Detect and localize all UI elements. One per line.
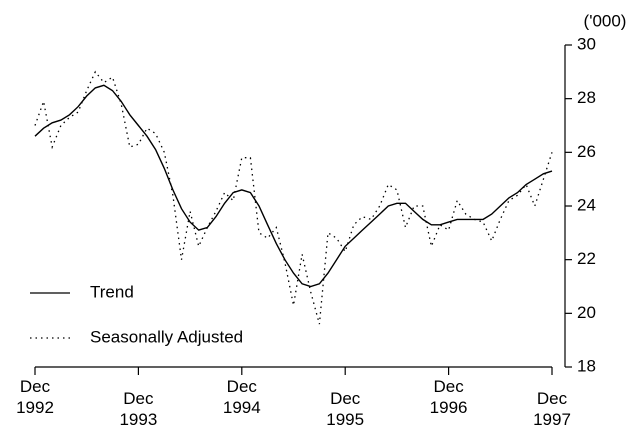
y-tick-label: 20 bbox=[577, 303, 596, 322]
y-tick-label: 26 bbox=[577, 142, 596, 161]
y-tick-label: 30 bbox=[577, 34, 596, 53]
x-tick-label: Dec 1994 bbox=[222, 377, 261, 417]
y-tick-label: 24 bbox=[577, 195, 596, 214]
legend-label: Seasonally Adjusted bbox=[90, 327, 243, 346]
series-line bbox=[34, 70, 553, 325]
x-tick-label: Dec 1996 bbox=[429, 377, 468, 417]
legend-label: Trend bbox=[90, 282, 134, 301]
series-line bbox=[34, 84, 553, 288]
y-tick-label: 28 bbox=[577, 88, 596, 107]
x-tick-label: Dec 1993 bbox=[119, 389, 158, 429]
y-axis-label: ('000) bbox=[584, 11, 627, 30]
x-tick-label: Dec 1995 bbox=[326, 389, 365, 429]
y-tick-label: 22 bbox=[577, 249, 596, 268]
y-tick-label: 18 bbox=[577, 356, 596, 375]
x-tick-label: Dec 1997 bbox=[533, 389, 571, 429]
x-tick-label: Dec 1992 bbox=[16, 377, 54, 417]
